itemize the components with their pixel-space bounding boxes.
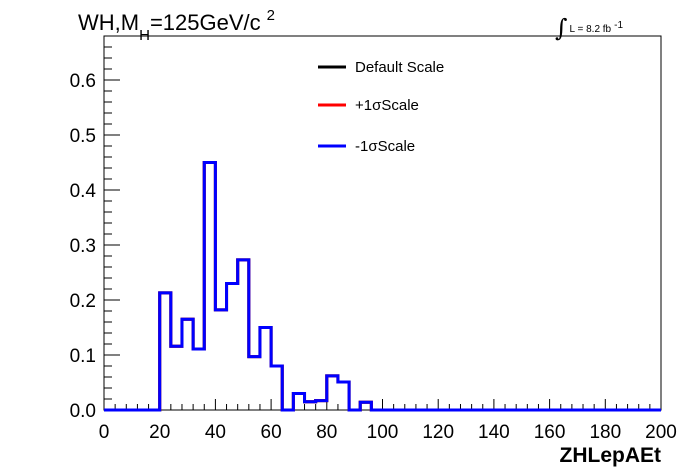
series-line-plus-1-sigma bbox=[104, 161, 661, 412]
y-tick-label: 0.0 bbox=[70, 401, 96, 422]
x-tick-label: 200 bbox=[645, 422, 677, 443]
y-axis: 0.0 0.1 0.2 0.3 0.4 0.5 0.6 bbox=[70, 35, 120, 422]
y-tick-label: 0.5 bbox=[70, 126, 96, 147]
title-suffix: =125GeV/c bbox=[150, 10, 261, 35]
legend: Default Scale +1σScale -1σScale bbox=[318, 59, 444, 155]
title-subscript: H bbox=[139, 27, 150, 44]
x-tick-label: 60 bbox=[261, 422, 282, 443]
x-axis-label: ZHLepAEt bbox=[560, 444, 662, 467]
series-line-minus-1-sigma bbox=[104, 161, 661, 412]
x-tick-label: 40 bbox=[205, 422, 226, 443]
luminosity-text: L = 8.2 fb bbox=[570, 24, 612, 35]
y-tick-label: 0.4 bbox=[70, 181, 97, 202]
legend-label-default: Default Scale bbox=[355, 59, 444, 76]
y-tick-label: 0.3 bbox=[70, 236, 96, 257]
x-tick-label: 180 bbox=[589, 422, 621, 443]
x-tick-label: 0 bbox=[99, 422, 110, 443]
title-prefix: WH,M bbox=[78, 10, 139, 35]
legend-label-plus: +1σScale bbox=[355, 97, 419, 114]
y-tick-label: 0.1 bbox=[70, 346, 96, 367]
series-line-default bbox=[104, 161, 661, 412]
series-layer bbox=[104, 161, 661, 412]
luminosity-superscript: -1 bbox=[614, 20, 623, 31]
plot-frame bbox=[103, 35, 662, 411]
x-tick-label: 160 bbox=[534, 422, 566, 443]
x-axis: 0 20 40 60 80 100 120 140 160 180 200 bbox=[99, 399, 677, 443]
x-tick-label: 20 bbox=[149, 422, 170, 443]
x-tick-label: 100 bbox=[367, 422, 399, 443]
x-tick-label: 120 bbox=[422, 422, 454, 443]
luminosity-label: ∫ L = 8.2 fb -1 bbox=[555, 14, 623, 42]
y-tick-label: 0.6 bbox=[70, 71, 96, 92]
y-tick-label: 0.2 bbox=[70, 291, 96, 312]
title-superscript: 2 bbox=[267, 7, 275, 24]
x-tick-label: 140 bbox=[478, 422, 510, 443]
integral-symbol: ∫ bbox=[555, 14, 568, 42]
x-tick-label: 80 bbox=[316, 422, 337, 443]
chart-title: WH,MH=125GeV/c 2 bbox=[78, 7, 275, 44]
legend-label-minus: -1σScale bbox=[355, 138, 415, 155]
